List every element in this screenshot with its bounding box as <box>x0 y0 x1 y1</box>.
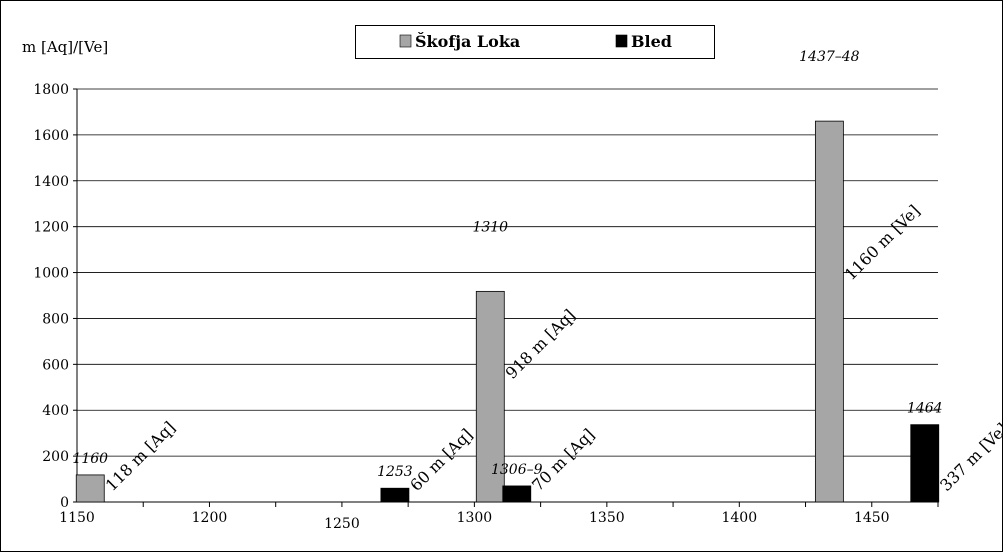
y-tick-label: 1200 <box>33 220 69 236</box>
legend-swatch-bled <box>615 34 628 48</box>
y-tick-label: 800 <box>42 311 69 327</box>
x-tick-label: 1400 <box>721 510 757 526</box>
year-label: 1306–9 <box>491 462 543 478</box>
y-tick-label: 1800 <box>33 82 69 98</box>
x-tick-label: 1150 <box>59 510 95 526</box>
legend-label-bled: Bled <box>631 32 672 51</box>
y-tick-label: 1600 <box>33 128 69 144</box>
year-label: 1160 <box>72 451 108 467</box>
x-tick-label: 1300 <box>457 510 493 526</box>
year-label: 1464 <box>907 401 943 417</box>
y-axis-title: m [Aq]/[Ve] <box>22 38 108 56</box>
y-tick-label: 600 <box>42 357 69 373</box>
bar-bled-1253 <box>380 487 410 503</box>
y-tick-label: 200 <box>42 449 69 465</box>
bar-bled-1464 <box>910 424 940 503</box>
year-label: 1310 <box>472 219 508 235</box>
axes: 0 200 400 600 800 1000 1200 1400 1600 1800 1150 120… <box>33 82 939 532</box>
bar-bled-1306-9 <box>502 485 532 503</box>
legend: Škofja Loka Bled <box>355 25 715 59</box>
legend-swatch-skofja-loka <box>399 34 412 48</box>
bar-skofja-loka-1437-48 <box>814 120 844 503</box>
bar-skofja-loka-1160 <box>75 474 105 503</box>
x-tick-label: 1250 <box>324 516 360 532</box>
y-tick-label: 400 <box>42 403 69 419</box>
y-tick-label: 1000 <box>33 266 69 282</box>
bar-skofja-loka-1310 <box>475 290 505 503</box>
year-label: 1253 <box>377 464 413 480</box>
legend-label-skofja-loka: Škofja Loka <box>415 31 520 51</box>
y-tick-label: 1400 <box>33 174 69 190</box>
year-label: 1437–48 <box>799 49 860 65</box>
x-tick-label: 1200 <box>192 510 228 526</box>
x-tick-label: 1350 <box>589 510 625 526</box>
gridlines <box>77 88 938 457</box>
legend-box <box>355 25 715 59</box>
bars <box>75 120 940 503</box>
y-tick-label: 0 <box>60 495 69 511</box>
x-tick-label: 1450 <box>854 510 890 526</box>
